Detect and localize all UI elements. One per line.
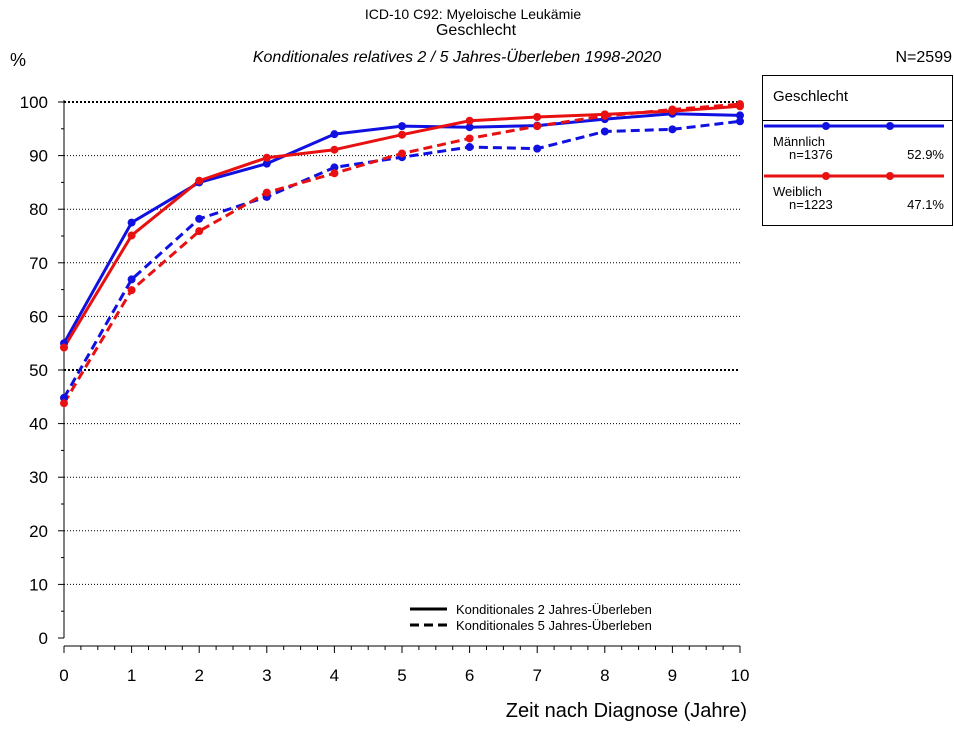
data-point (330, 130, 339, 139)
y-axis-unit: % (10, 50, 27, 70)
series-line (62, 104, 741, 349)
y-tick-label: 10 (29, 575, 48, 594)
data-point (465, 123, 474, 132)
data-point (398, 130, 406, 139)
x-tick-label: 3 (262, 666, 271, 685)
data-point (127, 275, 136, 284)
y-tick-label: 0 (39, 629, 48, 648)
x-tick-label: 0 (59, 666, 68, 685)
data-point (60, 343, 68, 352)
group-title: Geschlecht (435, 22, 517, 39)
legend-group-count: n=1376 (789, 147, 833, 162)
series-line (62, 102, 741, 405)
series-line (62, 119, 741, 399)
x-tick-label: 5 (397, 666, 406, 685)
y-tick-label: 50 (29, 361, 48, 380)
data-point (195, 214, 204, 223)
data-point (398, 149, 406, 158)
y-tick-label: 60 (29, 307, 48, 326)
data-point (465, 143, 474, 152)
legend-divider (763, 120, 952, 121)
data-point (736, 111, 744, 120)
data-point (668, 125, 677, 134)
data-point (127, 286, 136, 295)
data-point (330, 163, 339, 172)
data-point (533, 122, 542, 131)
y-tick-label: 80 (29, 200, 48, 219)
y-tick-label: 40 (29, 415, 48, 434)
data-point (330, 169, 339, 178)
data-point (465, 134, 474, 143)
y-tick-label: 100 (20, 93, 48, 112)
legend-group-name: Männlich (773, 134, 826, 149)
series-line (62, 112, 741, 344)
x-tick-label: 1 (127, 666, 136, 685)
data-point (600, 111, 609, 120)
total-count: N=2599 (895, 49, 953, 66)
y-tick-label: 70 (29, 254, 48, 273)
x-tick-label: 10 (731, 666, 750, 685)
data-point (195, 176, 204, 185)
data-point (736, 117, 744, 126)
x-tick-label: 4 (330, 666, 339, 685)
data-point (465, 116, 474, 125)
data-point (262, 188, 271, 197)
data-point (533, 113, 542, 122)
x-tick-label: 7 (532, 666, 541, 685)
x-tick-label: 8 (600, 666, 609, 685)
legend-swatch-marker (822, 122, 830, 130)
x-tick-label: 9 (668, 666, 677, 685)
legend-title: Geschlecht (773, 88, 849, 105)
legend-swatch-marker (822, 172, 830, 180)
legend-group-percent: 47.1% (907, 197, 944, 212)
legend-group-count: n=1223 (789, 197, 833, 212)
legend-group-percent: 52.9% (907, 147, 944, 162)
y-tick-label: 20 (29, 522, 48, 541)
data-point (127, 231, 136, 240)
data-point (533, 144, 542, 153)
style-legend-label: Konditionales 2 Jahres-Überleben (456, 602, 652, 617)
data-point (262, 153, 271, 162)
data-point (600, 127, 609, 136)
chart-title: ICD-10 C92: Myeloische Leukämie (364, 6, 582, 22)
y-tick-label: 30 (29, 468, 48, 487)
style-legend-label: Konditionales 5 Jahres-Überleben (456, 618, 652, 633)
legend-group-name: Weiblich (773, 184, 822, 199)
y-tick-label: 90 (29, 147, 48, 166)
data-point (398, 122, 406, 131)
chart-subtitle: Konditionales relatives 2 / 5 Jahres-Übe… (252, 49, 662, 66)
data-point (736, 100, 744, 109)
data-point (668, 105, 677, 114)
data-point (60, 399, 68, 408)
data-point (127, 218, 136, 227)
x-tick-label: 2 (194, 666, 203, 685)
legend-swatch-marker (886, 122, 894, 130)
x-tick-label: 6 (465, 666, 474, 685)
data-point (262, 159, 271, 168)
data-point (330, 145, 339, 154)
group-legend: Geschlecht Männlich n=1376 52.9% Weiblic… (762, 75, 953, 226)
data-point (195, 227, 204, 236)
x-axis-label: Zeit nach Diagnose (Jahre) (505, 700, 747, 722)
legend-swatch-marker (886, 172, 894, 180)
